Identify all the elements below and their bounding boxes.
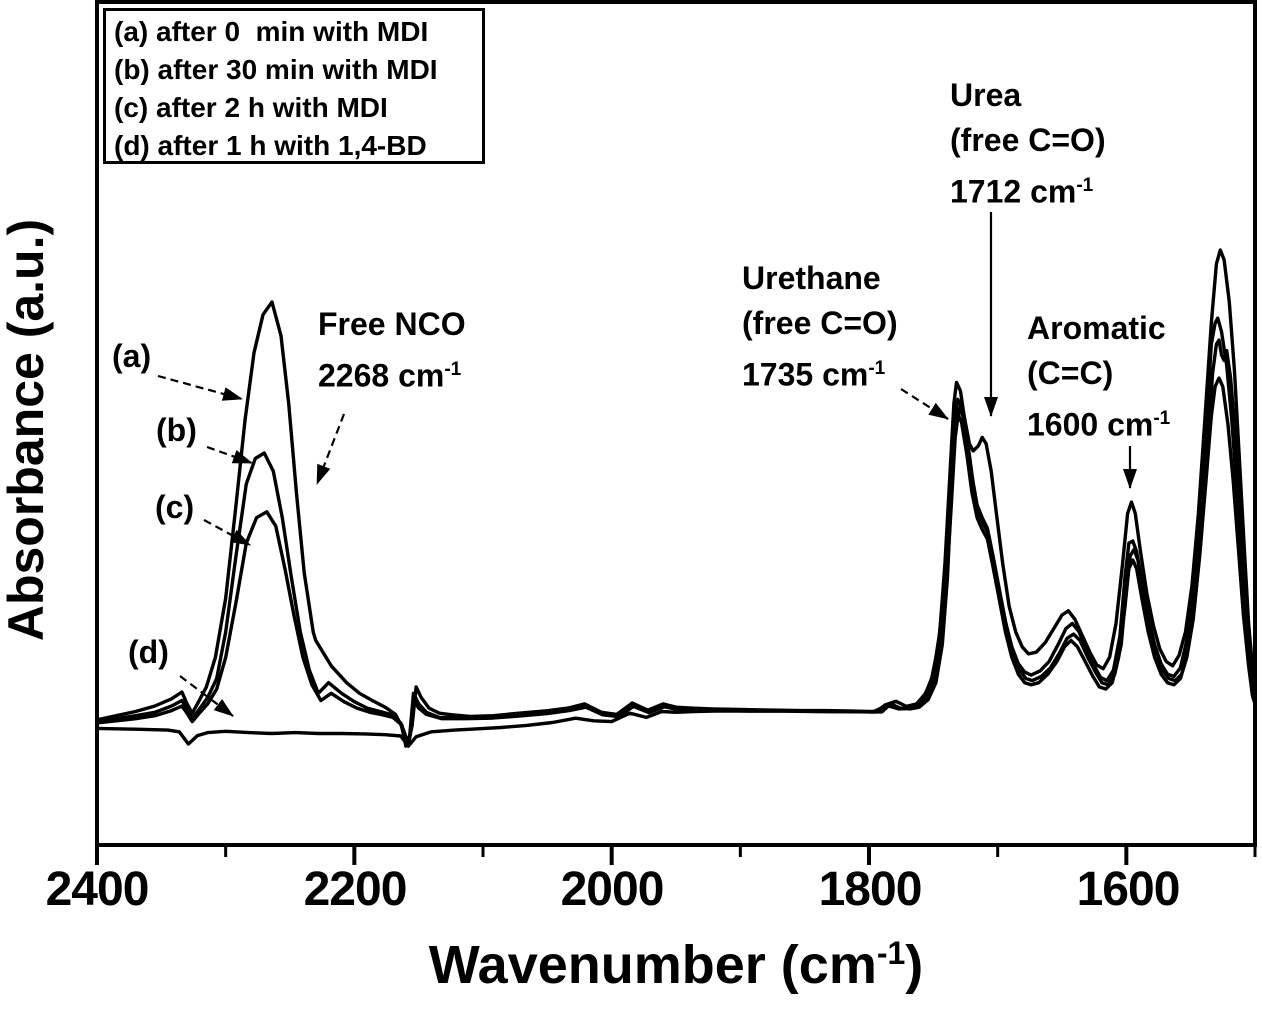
annotation-urethane-name: Urethane [742,260,881,296]
annotation-free-nco: Free NCO 2268 cm-1 [318,302,466,399]
curve-label-a: (a) [112,338,152,374]
spectrum-curve-d [97,248,1255,748]
annotation-urethane-wavenumber-text: 1735 cm [742,356,869,393]
annotation-aromatic-superscript: -1 [1153,408,1171,429]
curve-a-arrow [157,374,243,401]
legend-box: (a) after 0 min with MDI (b) after 30 mi… [103,8,485,164]
annotation-urea-group: (free C=O) [950,122,1106,158]
x-axis-title-close-paren: ) [905,935,924,995]
x-tick-label-2400: 2400 [45,863,150,916]
y-axis-title: Absorbance (a.u.) [0,218,54,642]
annotation-urethane-superscript: -1 [868,358,886,379]
x-tick-label-2200: 2200 [303,863,408,916]
curve-label-d: (d) [128,634,169,670]
free-nco-arrow [315,413,346,485]
annotation-free-nco-wavenumber: 2268 cm-1 [318,347,466,399]
annotation-aromatic-wavenumber-text: 1600 cm [1027,406,1154,443]
spectrum-curve-c [97,316,1255,748]
plot-frame [95,0,1257,847]
x-axis-title: Wavenumber (cm-1) [97,934,1255,996]
annotation-free-nco-wavenumber-text: 2268 cm [318,357,445,394]
annotation-free-nco-superscript: -1 [444,359,462,380]
x-tick-label-1800: 1800 [818,863,923,916]
annotation-free-nco-name: Free NCO [318,306,466,342]
x-axis-title-text: Wavenumber (cm [428,935,877,995]
x-tick-label-2000: 2000 [560,863,665,916]
legend-item-b: (b) after 30 min with MDI [114,54,438,85]
annotation-aromatic: Aromatic (C=C) 1600 cm-1 [1027,306,1170,448]
curve-c-arrow [203,519,251,546]
annotation-urea-wavenumber-text: 1712 cm [950,173,1077,210]
annotation-urea-superscript: -1 [1076,175,1094,196]
legend-item-c: (c) after 2 h with MDI [114,92,388,123]
legend-item-a: (a) after 0 min with MDI [114,16,429,47]
curve-d-arrow [179,675,234,717]
x-tick-label-1600: 1600 [1076,863,1181,916]
annotation-urethane: Urethane (free C=O) 1735 cm-1 [742,256,898,398]
annotation-urea: Urea (free C=O) 1712 cm-1 [950,73,1106,215]
legend-item-d: (d) after 1 h with 1,4-BD [114,130,427,161]
annotation-aromatic-wavenumber: 1600 cm-1 [1027,396,1170,448]
annotation-urea-name: Urea [950,77,1022,113]
annotation-aromatic-name: Aromatic [1027,310,1166,346]
annotation-urea-wavenumber: 1712 cm-1 [950,163,1106,215]
x-axis-title-superscript: -1 [876,935,906,971]
annotation-urethane-group: (free C=O) [742,305,898,341]
urethane-arrow [900,388,949,420]
curve-b-arrow [206,445,253,465]
curve-label-b: (b) [156,412,197,448]
annotation-urethane-wavenumber: 1735 cm-1 [742,346,898,398]
annotation-aromatic-group: (C=C) [1027,355,1114,391]
curve-label-c: (c) [155,489,195,525]
